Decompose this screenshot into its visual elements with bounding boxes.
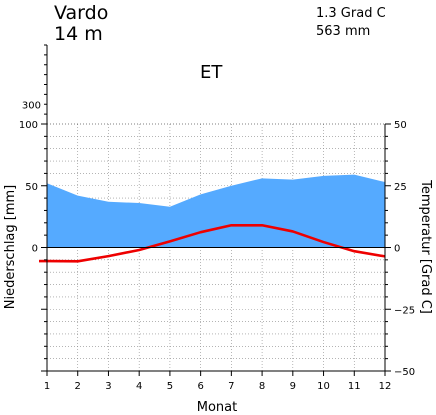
x-tick-label: 5 (167, 381, 173, 392)
x-tick-label: 4 (136, 381, 142, 392)
left-tick-label: 100 (19, 120, 38, 131)
x-axis-title: Monat (197, 400, 237, 415)
x-tick-label: 2 (75, 381, 81, 392)
y-axis-right-title: Temperatur [Grad C] (418, 179, 433, 314)
upper-tick-label: 300 (22, 100, 41, 111)
x-tick-label: 9 (290, 381, 296, 392)
right-tick-label: 25 (394, 182, 407, 193)
axes (41, 123, 391, 376)
x-tick-label: 10 (317, 381, 330, 392)
x-tick-label: 1 (44, 381, 50, 392)
precip-area-layer (46, 174, 386, 248)
left-tick-label: 0 (32, 244, 38, 255)
x-tick-label: 7 (228, 381, 234, 392)
precipitation-area (47, 174, 385, 248)
right-tick-label: 0 (394, 244, 400, 255)
x-tick-label: 12 (379, 381, 392, 392)
x-tick-label: 3 (105, 381, 111, 392)
upper-precip-axis: 300 (22, 44, 48, 125)
climate-classification: ET (200, 62, 223, 83)
temp-line-layer (39, 223, 386, 263)
x-tick-label: 6 (197, 381, 203, 392)
station-elevation: 14 m (54, 23, 103, 45)
x-tick-label: 8 (259, 381, 265, 392)
temperature-line (46, 223, 386, 263)
right-tick-label: −25 (394, 305, 415, 316)
annual-precipitation: 563 mm (316, 24, 370, 39)
station-name: Vardo (54, 2, 108, 24)
mean-temperature: 1.3 Grad C (316, 6, 386, 21)
right-tick-label: 50 (394, 120, 407, 131)
left-tick-label: 50 (25, 182, 38, 193)
right-tick-label: −50 (394, 367, 415, 378)
y-axis-left-title: Niederschlag [mm] (3, 185, 18, 310)
x-tick-label: 11 (348, 381, 361, 392)
